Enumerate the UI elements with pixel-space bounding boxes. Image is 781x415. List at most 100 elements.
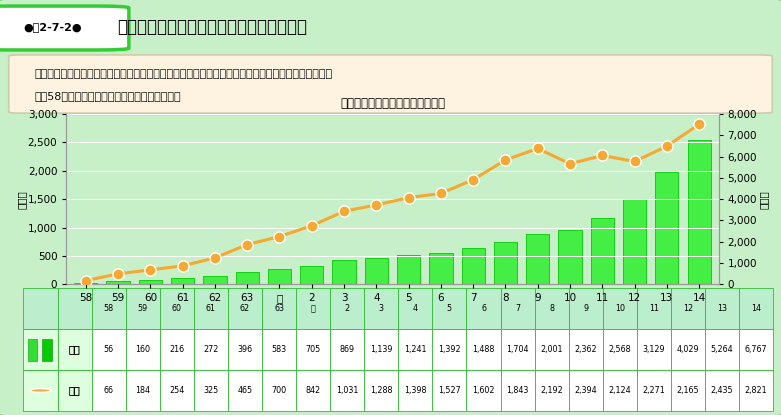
Bar [671, 329, 705, 370]
Text: 元: 元 [311, 304, 316, 313]
Text: 10: 10 [615, 304, 625, 313]
Text: 160: 160 [135, 345, 150, 354]
Bar [160, 288, 194, 329]
Bar [106, 281, 130, 284]
Bar [194, 288, 228, 329]
Bar [364, 329, 398, 370]
Bar [262, 370, 296, 411]
Bar [501, 370, 535, 411]
Text: 人数: 人数 [69, 386, 80, 395]
Bar [466, 329, 501, 370]
Bar [330, 288, 364, 329]
Text: 2,821: 2,821 [745, 386, 768, 395]
Text: 583: 583 [272, 345, 287, 354]
Text: 66: 66 [104, 386, 113, 395]
Bar [433, 288, 466, 329]
Bar [462, 248, 485, 284]
Bar [637, 329, 671, 370]
Text: 1,527: 1,527 [438, 386, 461, 395]
Text: 13: 13 [717, 304, 727, 313]
Bar [526, 234, 549, 284]
Bar [333, 260, 355, 284]
Text: 2,271: 2,271 [643, 386, 665, 395]
Bar [466, 370, 501, 411]
Bar [58, 370, 91, 411]
Text: 1,241: 1,241 [404, 345, 426, 354]
Text: 8: 8 [549, 304, 555, 313]
Text: 61: 61 [206, 304, 216, 313]
Text: 5,264: 5,264 [711, 345, 733, 354]
Bar [236, 272, 259, 284]
Bar [228, 370, 262, 411]
Text: 2,568: 2,568 [608, 345, 631, 354]
Text: 325: 325 [203, 386, 219, 395]
Text: 465: 465 [237, 386, 252, 395]
Bar [433, 370, 466, 411]
Bar [501, 329, 535, 370]
Circle shape [30, 389, 52, 392]
Bar [671, 288, 705, 329]
Bar [671, 370, 705, 411]
Bar [590, 218, 614, 284]
Text: 2,192: 2,192 [540, 386, 563, 395]
Bar [160, 329, 194, 370]
Bar [603, 329, 637, 370]
Bar [262, 329, 296, 370]
Bar [501, 288, 535, 329]
Text: 9: 9 [583, 304, 588, 313]
Text: 1,139: 1,139 [370, 345, 393, 354]
Bar [330, 370, 364, 411]
Bar [203, 276, 226, 284]
Bar [739, 329, 773, 370]
Bar [194, 329, 228, 370]
Y-axis label: （件）: （件） [758, 190, 769, 209]
Text: 6,767: 6,767 [745, 345, 768, 354]
Bar [705, 329, 739, 370]
Text: 869: 869 [340, 345, 355, 354]
Text: 1,392: 1,392 [438, 345, 461, 354]
Text: 4,029: 4,029 [676, 345, 699, 354]
Bar [296, 370, 330, 411]
Text: 272: 272 [203, 345, 219, 354]
Bar [194, 370, 228, 411]
Text: 58: 58 [104, 304, 114, 313]
Text: 14: 14 [751, 304, 761, 313]
Bar [27, 339, 37, 361]
Bar [126, 329, 160, 370]
Text: 1,488: 1,488 [473, 345, 494, 354]
FancyBboxPatch shape [9, 55, 772, 113]
Bar [262, 288, 296, 329]
Bar [364, 370, 398, 411]
Bar [569, 370, 603, 411]
Bar [535, 370, 569, 411]
Bar [603, 370, 637, 411]
Text: 62: 62 [240, 304, 250, 313]
Bar [58, 288, 91, 329]
Text: 1,031: 1,031 [336, 386, 358, 395]
Bar [330, 329, 364, 370]
Text: 2,435: 2,435 [711, 386, 733, 395]
Bar [637, 370, 671, 411]
Text: 5: 5 [447, 304, 452, 313]
Text: 2,362: 2,362 [575, 345, 597, 354]
Bar [623, 199, 646, 284]
Bar [603, 288, 637, 329]
Text: 4: 4 [413, 304, 418, 313]
Bar [494, 242, 517, 284]
Text: 1,602: 1,602 [473, 386, 494, 395]
Bar [296, 288, 330, 329]
Bar [139, 280, 162, 284]
Text: 1,843: 1,843 [506, 386, 529, 395]
Text: 1,288: 1,288 [370, 386, 393, 395]
Text: 705: 705 [305, 345, 321, 354]
Bar [655, 172, 679, 284]
Text: 396: 396 [237, 345, 252, 354]
Bar [23, 329, 58, 370]
Bar [739, 370, 773, 411]
Bar [296, 329, 330, 370]
Text: 59: 59 [137, 304, 148, 313]
Text: 254: 254 [169, 386, 184, 395]
Text: 1,704: 1,704 [506, 345, 529, 354]
Bar [365, 258, 388, 284]
Text: 2,001: 2,001 [540, 345, 563, 354]
